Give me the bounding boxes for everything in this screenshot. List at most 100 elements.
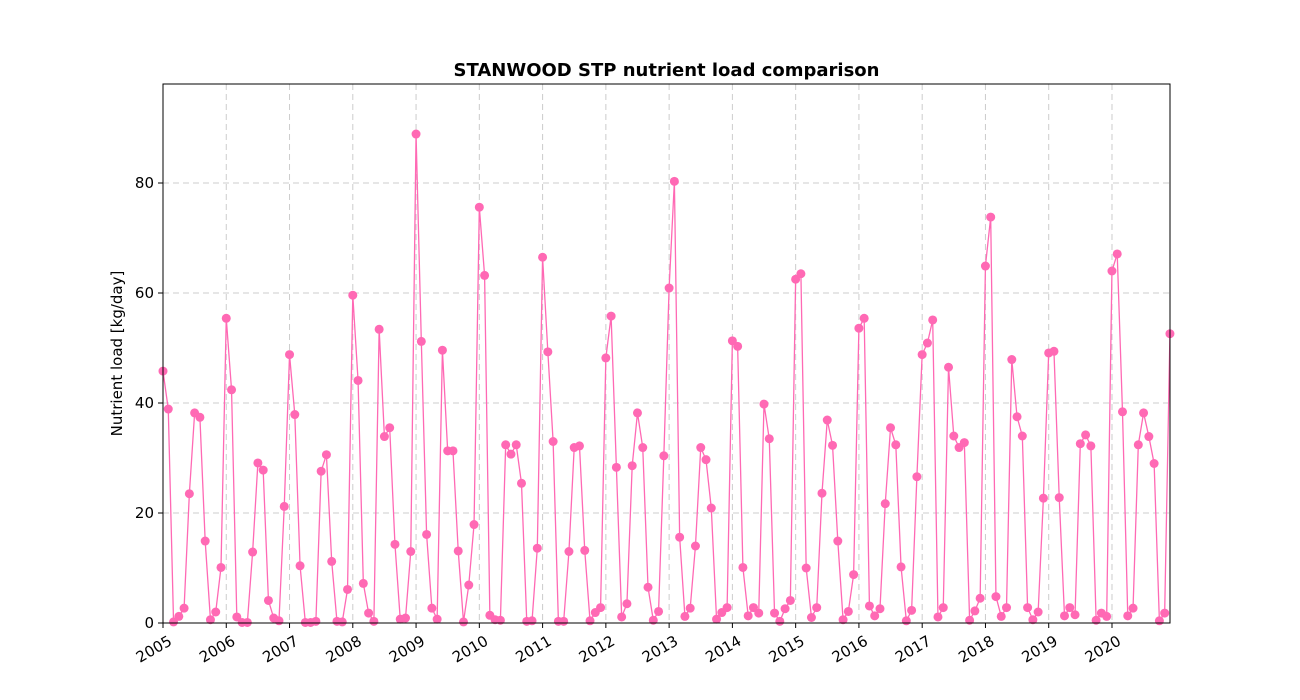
data-point — [195, 412, 205, 422]
data-point — [221, 313, 231, 323]
data-point — [353, 375, 363, 385]
data-point — [258, 465, 268, 475]
data-point — [775, 616, 785, 626]
data-point — [938, 603, 948, 613]
data-point — [864, 601, 874, 611]
data-point — [912, 472, 922, 482]
data-point — [174, 611, 184, 621]
data-point — [1154, 616, 1164, 626]
data-point — [205, 615, 215, 625]
data-point — [754, 608, 764, 618]
data-point — [411, 129, 421, 139]
data-point — [585, 616, 595, 626]
data-point — [1023, 603, 1033, 613]
data-point — [358, 578, 368, 588]
data-point — [669, 176, 679, 186]
data-point — [511, 440, 521, 450]
data-point — [369, 616, 379, 626]
data-point — [817, 488, 827, 498]
data-point — [812, 603, 822, 613]
data-point — [991, 592, 1001, 602]
data-point — [833, 536, 843, 546]
y-tick-label: 40 — [135, 394, 154, 412]
data-point — [780, 604, 790, 614]
data-point — [1007, 355, 1017, 365]
data-point — [959, 438, 969, 448]
data-point — [970, 606, 980, 616]
data-point — [321, 450, 331, 460]
data-point — [432, 614, 442, 624]
data-point — [764, 434, 774, 444]
data-point — [843, 606, 853, 616]
data-point — [1117, 407, 1127, 417]
data-point — [1133, 440, 1143, 450]
data-point — [1054, 493, 1064, 503]
grid-layer — [162, 84, 1170, 623]
data-point — [1028, 615, 1038, 625]
y-axis: 0 20 40 60 80 — [135, 174, 163, 632]
data-point — [1002, 603, 1012, 613]
data-point — [580, 545, 590, 555]
data-point — [559, 616, 569, 626]
data-point — [422, 529, 432, 539]
data-point — [216, 562, 226, 572]
data-point — [664, 283, 674, 293]
data-point — [179, 603, 189, 613]
data-point — [949, 431, 959, 441]
data-point — [743, 611, 753, 621]
data-point — [706, 503, 716, 513]
data-point — [854, 323, 864, 333]
data-point — [448, 446, 458, 456]
data-point — [480, 270, 490, 280]
data-point — [701, 455, 711, 465]
data-point — [348, 290, 358, 300]
data-point — [891, 440, 901, 450]
x-tick-label: 2006 — [196, 632, 238, 667]
data-point — [263, 595, 273, 605]
x-axis: 2005 2006 2007 2008 2009 2010 2011 2012 2013 2014… — [133, 623, 1124, 666]
data-point — [690, 541, 700, 551]
data-point — [944, 362, 954, 372]
series-layer — [158, 129, 1175, 627]
data-point — [933, 612, 943, 622]
data-point — [1060, 611, 1069, 621]
data-point — [632, 408, 642, 418]
data-point — [806, 613, 816, 622]
data-point — [279, 501, 289, 511]
data-point — [163, 404, 173, 414]
data-point — [638, 443, 648, 453]
data-point — [501, 440, 511, 450]
data-point — [327, 556, 337, 566]
data-point — [828, 440, 838, 450]
data-point — [1149, 459, 1159, 468]
data-point — [564, 547, 574, 556]
data-point — [1112, 249, 1122, 259]
data-point — [875, 604, 885, 614]
data-point — [870, 611, 880, 621]
data-point — [611, 462, 621, 472]
data-point — [654, 606, 664, 616]
data-point — [374, 324, 384, 334]
data-point — [1075, 439, 1085, 449]
data-point — [733, 341, 743, 351]
data-point — [364, 608, 374, 618]
data-point — [627, 461, 637, 471]
data-point — [248, 547, 258, 557]
data-point — [801, 563, 811, 573]
data-point — [770, 608, 780, 618]
data-point — [901, 616, 911, 626]
data-point — [1065, 603, 1075, 613]
data-point — [401, 613, 411, 623]
data-point — [896, 562, 906, 572]
x-tick-label: 2008 — [323, 632, 365, 667]
data-point — [601, 353, 611, 363]
data-point — [1107, 266, 1117, 276]
x-tick-label: 2019 — [1019, 632, 1061, 667]
data-point — [922, 338, 932, 348]
data-point — [548, 437, 558, 446]
data-point — [696, 443, 706, 453]
data-point — [390, 539, 400, 549]
data-point — [996, 611, 1006, 621]
data-point — [227, 385, 237, 395]
